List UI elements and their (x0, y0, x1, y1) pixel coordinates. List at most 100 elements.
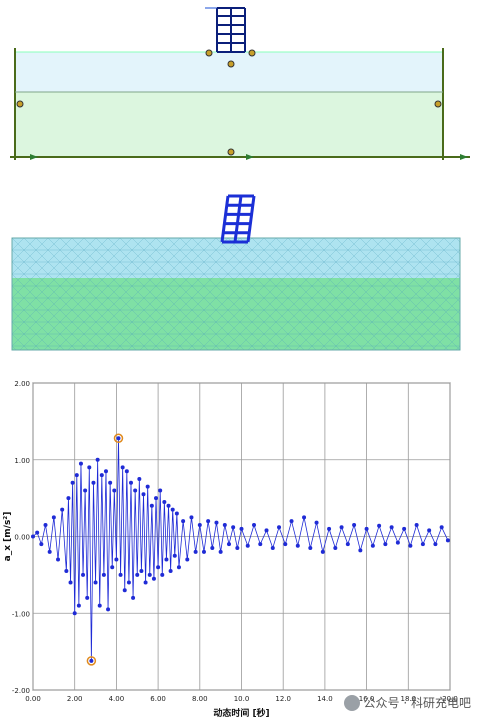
data-point (47, 549, 52, 554)
data-point (156, 565, 161, 570)
data-point (122, 588, 127, 593)
data-point (201, 549, 206, 554)
data-point (103, 469, 108, 474)
data-point (345, 542, 350, 547)
data-point (43, 522, 48, 527)
data-point (210, 546, 215, 551)
data-point (168, 569, 173, 574)
data-point (116, 436, 121, 441)
data-point (131, 595, 136, 600)
y-tick-label: -1.00 (12, 610, 30, 618)
data-point (106, 607, 111, 612)
data-point (154, 496, 159, 501)
data-point (74, 473, 79, 478)
data-point (31, 534, 35, 539)
point-marker (16, 100, 24, 108)
data-point (218, 549, 223, 554)
data-point (101, 572, 106, 577)
data-point (222, 522, 227, 527)
upper-soil-layer (14, 51, 444, 93)
mesh-lines (11, 237, 461, 351)
x-tick-label: 16.0 (359, 695, 375, 703)
y-tick-label: 1.00 (14, 457, 30, 465)
point-marker (205, 49, 213, 57)
data-point (124, 469, 129, 474)
data-point (226, 542, 231, 547)
data-point (137, 476, 142, 481)
data-point (97, 603, 102, 608)
data-point (170, 507, 175, 512)
data-point (193, 549, 198, 554)
data-point (83, 488, 88, 493)
data-point (87, 465, 92, 470)
x-tick-label: 10.0 (234, 695, 250, 703)
data-point (172, 553, 177, 558)
data-point (206, 519, 211, 524)
data-point (327, 526, 332, 531)
mesh-canvas (11, 194, 461, 351)
x-tick-label: 12.0 (275, 695, 291, 703)
data-point (235, 546, 240, 551)
data-point (166, 503, 171, 508)
y-tick-label: 2.00 (14, 380, 30, 388)
data-point (352, 522, 357, 527)
point-marker (227, 148, 235, 156)
data-point (389, 525, 394, 530)
data-point (164, 557, 169, 562)
data-point (189, 515, 194, 520)
lower-soil-layer (14, 91, 444, 158)
data-point (214, 520, 219, 525)
data-point (408, 543, 413, 548)
data-point (252, 522, 257, 527)
data-point (264, 528, 269, 533)
data-point (81, 572, 86, 577)
data-point (160, 572, 165, 577)
data-point (245, 543, 250, 548)
data-point (114, 557, 119, 562)
watermark: 公众号 · 科研充电吧 (343, 694, 471, 711)
x-tick-label: 20.0 (442, 695, 458, 703)
data-point (112, 488, 117, 493)
data-point (56, 557, 61, 562)
watermark-text: 公众号 · 科研充电吧 (363, 696, 471, 710)
data-point (68, 580, 73, 585)
data-point (64, 569, 69, 574)
extreme-marker (113, 433, 124, 444)
data-point (93, 580, 98, 585)
mesh-view (0, 190, 477, 360)
data-point (99, 473, 104, 478)
data-point (60, 507, 65, 512)
data-point (439, 525, 444, 530)
x-tick-label: 4.00 (109, 695, 125, 703)
data-point (120, 465, 125, 470)
data-point (231, 525, 236, 530)
data-point (333, 546, 338, 551)
data-point (147, 572, 152, 577)
data-point (135, 572, 140, 577)
data-point (70, 480, 75, 485)
data-point (377, 523, 382, 528)
data-point (110, 565, 115, 570)
building-frame (216, 7, 246, 53)
data-point (85, 595, 90, 600)
data-point (174, 511, 179, 516)
data-point (358, 548, 363, 553)
data-point (149, 503, 154, 508)
x-tick-label: 8.00 (192, 695, 208, 703)
data-point (143, 580, 148, 585)
data-point (181, 519, 186, 524)
data-point (76, 603, 81, 608)
data-point (289, 519, 294, 524)
data-point (162, 499, 167, 504)
data-point (414, 522, 419, 527)
point-marker (248, 49, 256, 57)
wechat-logo-icon (343, 694, 360, 711)
extreme-marker (86, 656, 97, 666)
data-point (258, 542, 263, 547)
data-point (370, 543, 375, 548)
data-point (185, 557, 190, 562)
data-point (72, 611, 77, 616)
data-point (139, 569, 144, 574)
x-tick-label: 0.00 (25, 695, 41, 703)
data-point (66, 496, 71, 501)
